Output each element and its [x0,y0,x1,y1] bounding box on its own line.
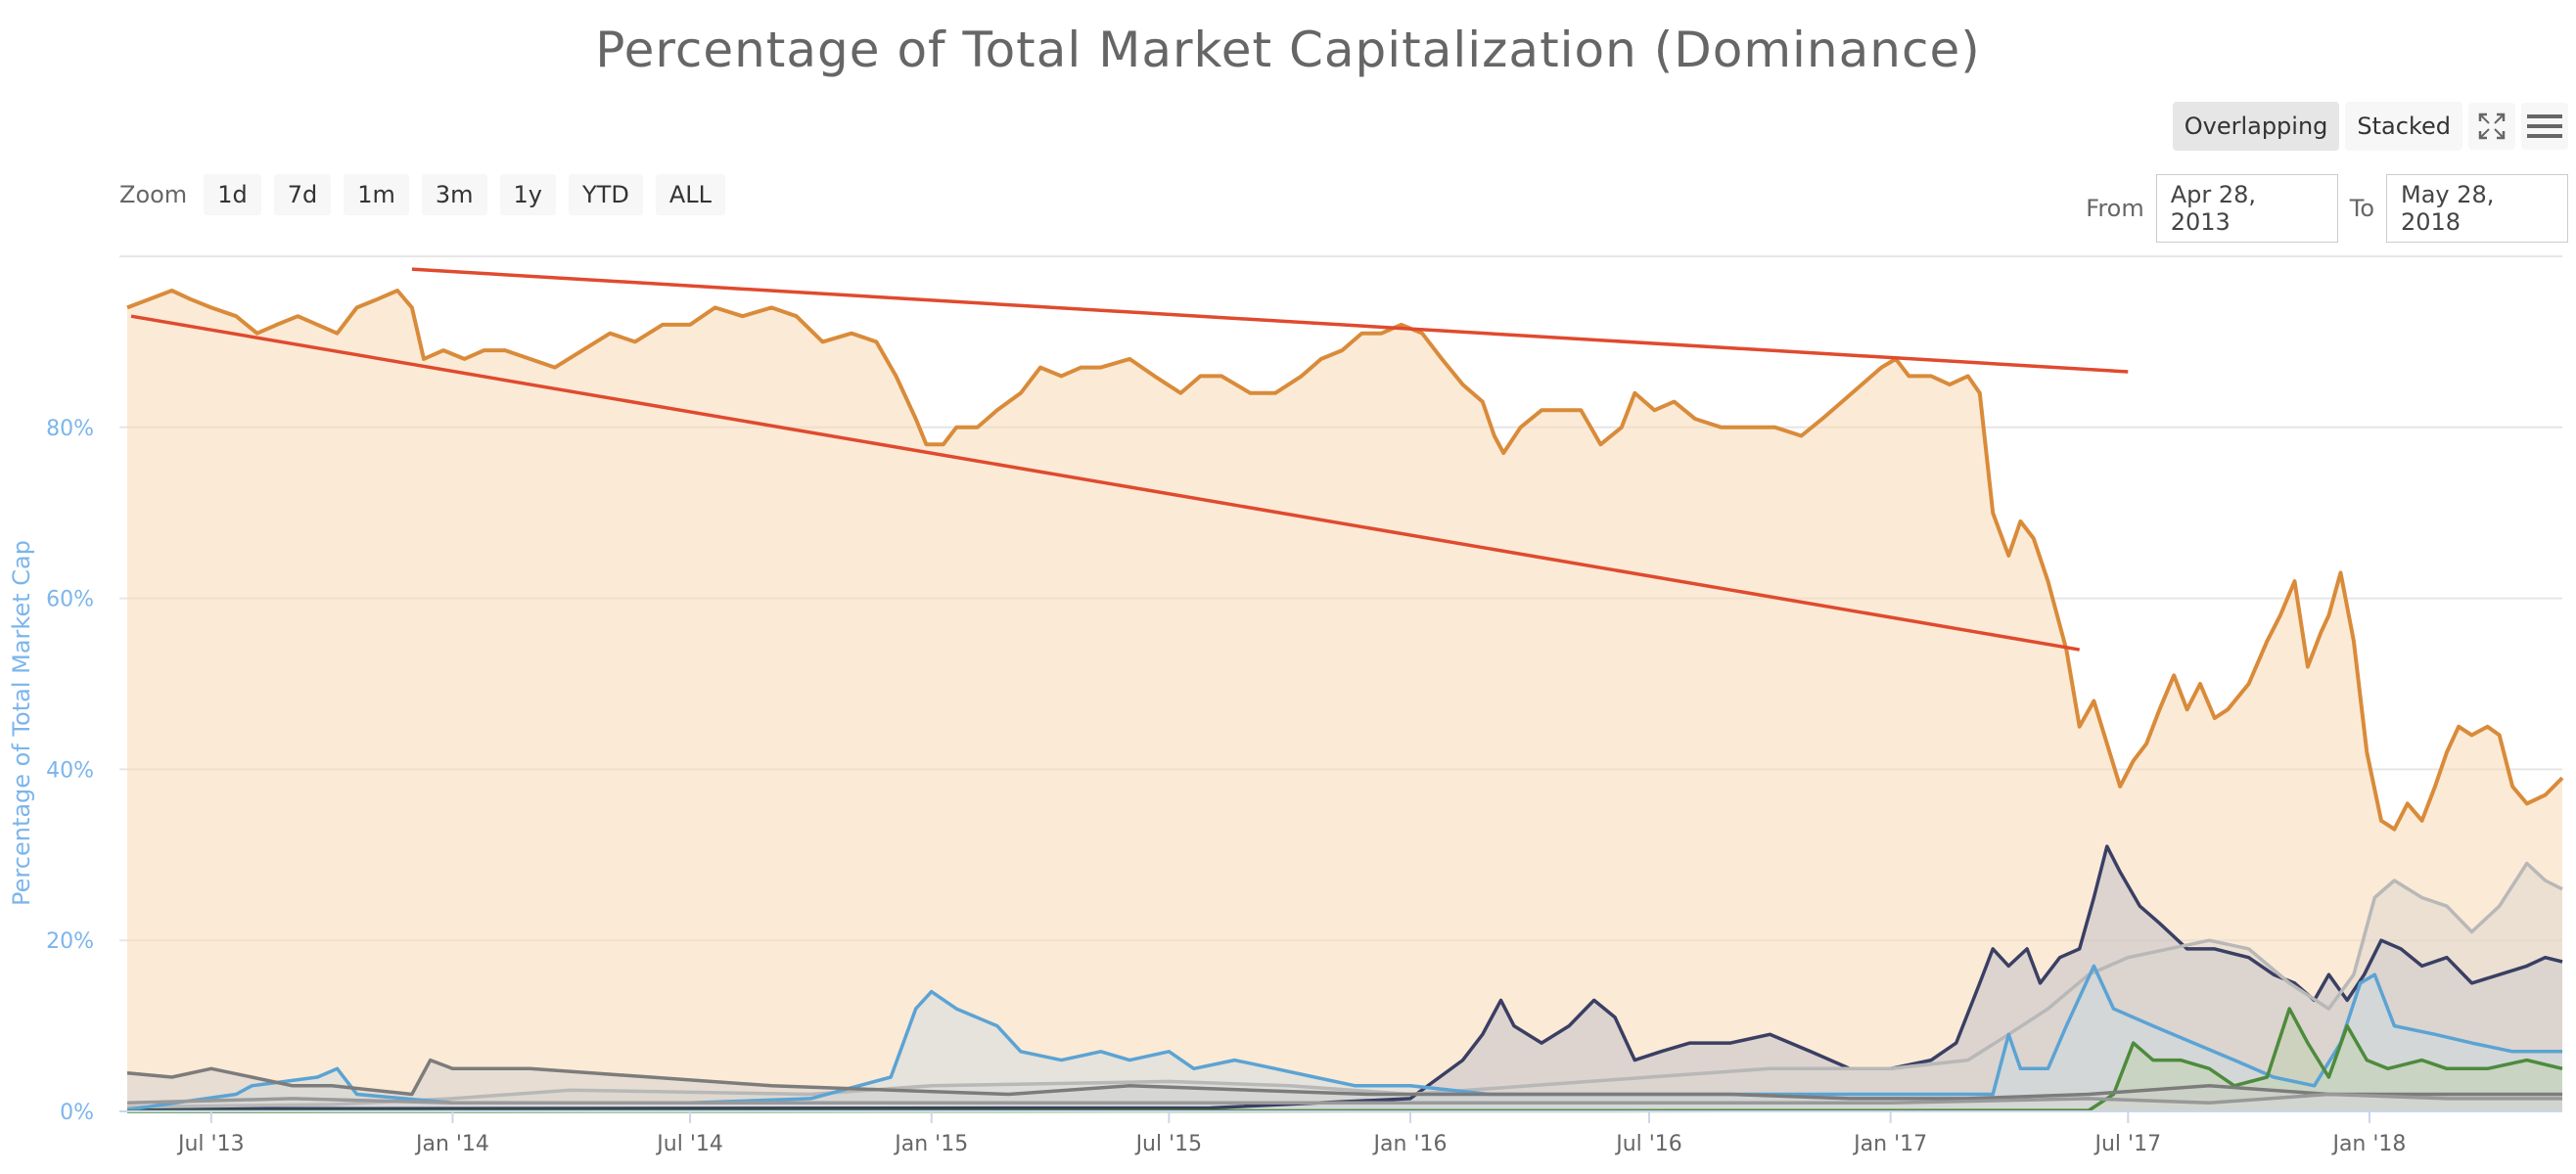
x-tick-label: Jul '13 [176,1132,245,1156]
hamburger-menu-icon[interactable] [2521,103,2568,150]
stacked-button[interactable]: Stacked [2345,102,2462,151]
fullscreen-icon[interactable] [2468,103,2515,150]
y-axis-title: Percentage of Total Market Cap [8,540,35,906]
y-tick-label: 20% [46,929,94,954]
x-tick-label: Jan '16 [1372,1132,1448,1156]
chart-title: Percentage of Total Market Capitalizatio… [595,22,1981,78]
x-tick-label: Jan '14 [414,1132,489,1156]
zoom-label: Zoom [119,181,188,208]
zoom-ytd-button[interactable]: YTD [569,174,643,215]
x-tick-label: Jul '17 [2093,1132,2161,1156]
from-date-input[interactable]: Apr 28, 2013 [2155,174,2338,243]
series-line-1 [126,844,2563,1111]
zoom-1d-button[interactable]: 1d [204,174,261,215]
y-tick-label: 0% [60,1101,94,1125]
zoom-all-button[interactable]: ALL [655,174,725,215]
y-tick-label: 40% [46,758,94,783]
x-tick-label: Jul '15 [1134,1132,1203,1156]
zoom-1m-button[interactable]: 1m [344,174,409,215]
trendline-0 [411,267,2129,374]
date-range-controls: From Apr 28, 2013 To May 28, 2018 [2086,174,2568,243]
x-tick-label: Jul '16 [1614,1132,1682,1156]
chart-toolbar: Overlapping Stacked [2172,102,2568,151]
from-label: From [2086,195,2144,222]
x-tick-label: Jan '18 [2330,1132,2406,1156]
series-area-4 [127,1009,2562,1111]
y-tick-label: 80% [46,417,94,441]
series-line-4 [126,1007,2563,1113]
x-tick-label: Jan '15 [893,1132,968,1156]
zoom-3m-button[interactable]: 3m [421,174,487,215]
x-tick-label: Jan '17 [1852,1132,1927,1156]
y-tick-label: 60% [46,588,94,612]
zoom-controls: Zoom 1d 7d 1m 3m 1y YTD ALL [119,174,725,215]
to-label: To [2349,195,2374,222]
series-line-3 [126,964,2562,1112]
series-line-5 [126,1058,2562,1101]
zoom-1y-button[interactable]: 1y [499,174,557,215]
to-date-input[interactable]: May 28, 2018 [2386,174,2568,243]
overlapping-button[interactable]: Overlapping [2172,102,2340,151]
series-area-0 [127,291,2562,1111]
series-line-0 [126,289,2564,832]
series-line-6 [126,1092,2562,1106]
zoom-7d-button[interactable]: 7d [273,174,332,215]
x-tick-label: Jul '14 [655,1132,723,1156]
trendline-1 [130,314,2080,652]
